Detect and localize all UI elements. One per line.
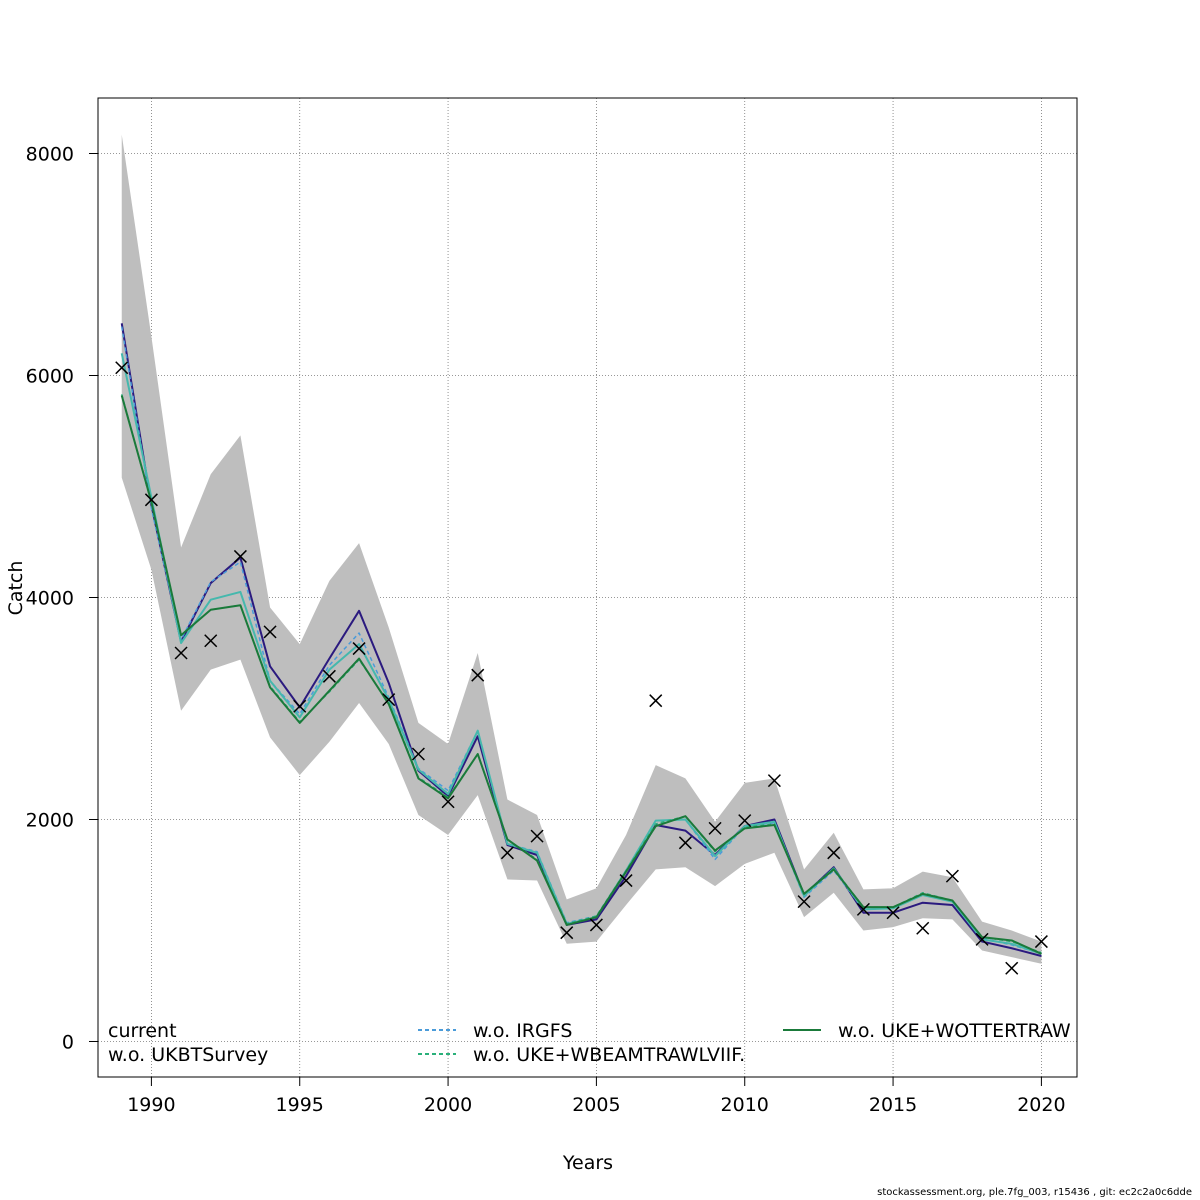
observation-marker (204, 634, 218, 648)
observation-marker (352, 642, 366, 656)
observation-marker (382, 693, 396, 707)
x-tick-label: 2020 (1017, 1094, 1065, 1116)
observation-marker (589, 918, 603, 932)
y-tick-label: 2000 (26, 809, 74, 831)
observation-marker (708, 821, 722, 835)
observation-marker (233, 549, 247, 563)
observation-marker (975, 932, 989, 946)
y-tick-label: 6000 (26, 365, 74, 387)
observation-marker (500, 846, 514, 860)
y-tick-label: 4000 (26, 587, 74, 609)
y-tick-label: 8000 (26, 143, 74, 165)
observation-marker (619, 874, 633, 888)
observation-marker (1034, 935, 1048, 949)
observation-marker (1005, 961, 1019, 975)
series-lines (120, 323, 1042, 957)
x-tick-label: 2005 (572, 1094, 620, 1116)
x-tick-label: 2010 (721, 1094, 769, 1116)
y-axis-title: Catch (5, 561, 27, 616)
observation-marker (945, 869, 959, 883)
observation-marker (738, 814, 752, 828)
legend-label: current (108, 1020, 177, 1042)
observation-marker (115, 361, 129, 375)
x-axis-title: Years (562, 1152, 613, 1174)
legend-label: w.o. UKE+WBEAMTRAWLVIIF. (473, 1044, 745, 1066)
observation-marker (827, 846, 841, 860)
legend-label: w.o. IRGFS (473, 1020, 572, 1042)
observation-marker (471, 668, 485, 682)
observation-marker (530, 829, 544, 843)
observation-marker (678, 836, 692, 850)
observation-marker (856, 902, 870, 916)
series-line (120, 326, 1042, 955)
x-tick-label: 2015 (869, 1094, 917, 1116)
observation-marker (293, 699, 307, 713)
axes: 1990 1995 2000 2005 2010 2015 2020 0 2000 4000 600… (26, 143, 1066, 1116)
observation-marker (322, 669, 336, 683)
confidence-band (121, 134, 1042, 964)
observation-marker (263, 625, 277, 639)
grid (98, 98, 1077, 1077)
observation-marker (649, 694, 663, 708)
observation-marker (560, 926, 574, 940)
x-tick-label: 1995 (276, 1094, 324, 1116)
plot-frame (97, 97, 1078, 1078)
footer-source: stockassessment.org, ple.7fg_003, r15436… (877, 1187, 1192, 1198)
observation-marker (767, 774, 781, 788)
y-tick-label: 0 (62, 1031, 74, 1053)
observation-marker (411, 747, 425, 761)
legend-label: w.o. UKE+WOTTERTRAW (838, 1020, 1071, 1042)
series-line (120, 323, 1042, 957)
confidence-band-area (121, 134, 1042, 964)
observation-marker (441, 795, 455, 809)
observation-marker (144, 493, 158, 507)
series-line (121, 394, 1042, 954)
x-tick-label: 2000 (424, 1094, 472, 1116)
observation-marker (797, 895, 811, 909)
x-tick-label: 1990 (127, 1094, 175, 1116)
observation-marker (886, 906, 900, 920)
observation-markers (115, 361, 1048, 975)
observation-marker (174, 646, 188, 660)
observation-marker (916, 921, 930, 935)
legend-label: w.o. UKBTSurvey (108, 1044, 268, 1066)
